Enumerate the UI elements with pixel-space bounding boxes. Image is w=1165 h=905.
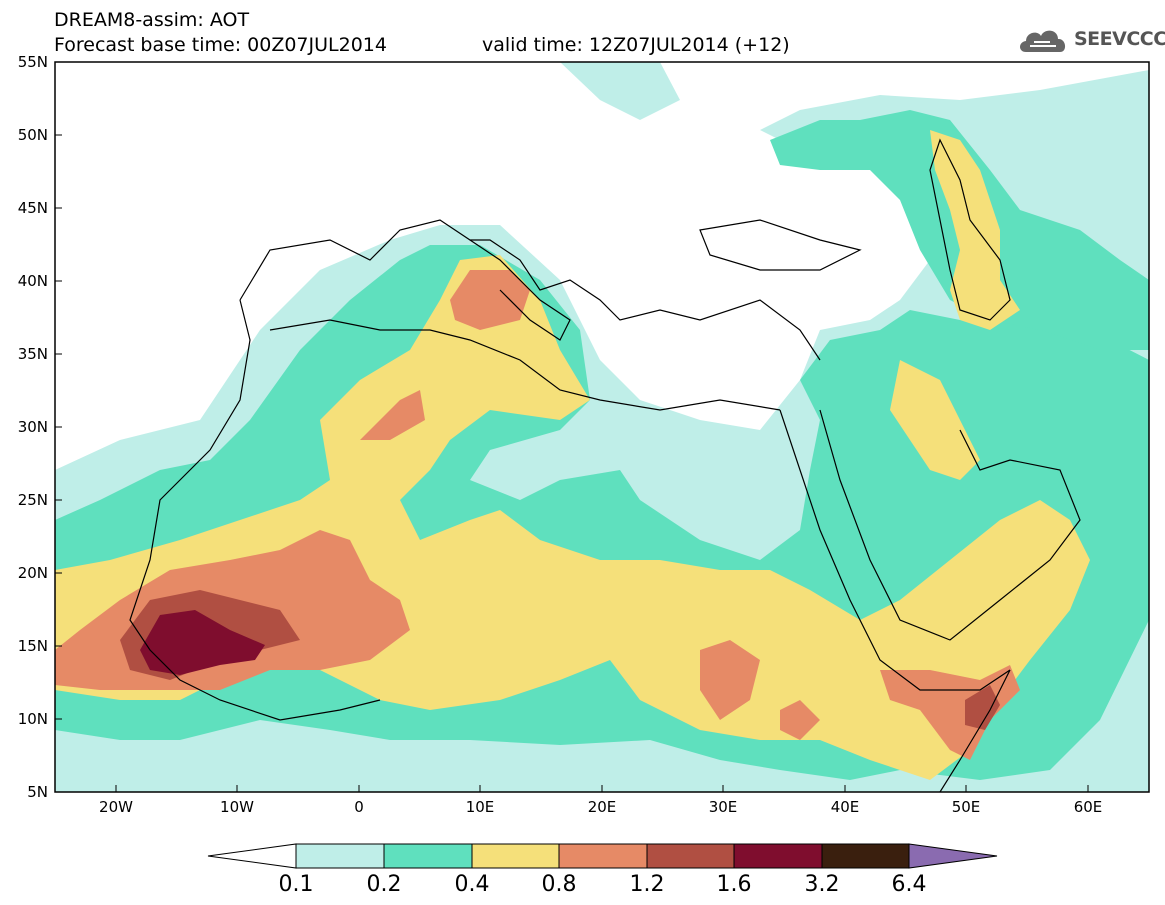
lat-label: 55N <box>18 53 48 71</box>
contour-0-8-sudan <box>700 640 760 720</box>
lon-label: 0 <box>354 798 364 816</box>
coast-africa-north <box>129 299 381 721</box>
lat-label: 5N <box>27 783 48 801</box>
lat-label: 25N <box>18 491 48 509</box>
aot-contours <box>55 62 1149 792</box>
colorbar-bin-3-2 <box>821 843 910 869</box>
lon-tick: 0 <box>354 785 364 816</box>
cloud-icon <box>1020 30 1066 52</box>
coast-redsea <box>779 409 1011 691</box>
lat-label: 10N <box>18 710 48 728</box>
colorbar-bin-1-6 <box>733 843 823 869</box>
coast-black-sea <box>699 219 862 271</box>
colorbar-bin-0-2 <box>383 843 473 869</box>
colorbar-label: 0.8 <box>541 872 577 897</box>
lon-label: 10E <box>466 798 495 816</box>
lon-tick: 20W <box>99 785 133 816</box>
logo-text: SEEVCCC <box>1074 28 1165 50</box>
lon-tick: 10W <box>220 785 254 816</box>
lat-tick: 25N <box>18 491 62 509</box>
colorbar-bin-0-4 <box>471 843 560 869</box>
lon-tick: 50E <box>952 785 981 816</box>
colorbar <box>207 843 998 869</box>
colorbar-bin-0-8 <box>558 843 648 869</box>
contour-0-8-ethiopia <box>780 700 820 740</box>
contour-0-4-arabia <box>890 360 980 480</box>
lat-tick: 30N <box>18 418 62 436</box>
contour-0-1-north <box>560 62 680 120</box>
colorbar-high-arrow <box>908 843 998 869</box>
coast-caspian <box>929 138 1011 321</box>
lat-tick: 40N <box>18 272 62 290</box>
lon-label: 20E <box>588 798 617 816</box>
lat-label: 15N <box>18 637 48 655</box>
coast-africa-med <box>269 319 781 411</box>
lat-label: 20N <box>18 564 48 582</box>
colorbar-bin-0-1 <box>295 843 385 869</box>
lon-label: 10W <box>220 798 254 816</box>
lat-tick: 55N <box>18 53 62 71</box>
colorbar-label: 1.2 <box>629 872 665 897</box>
colorbar-label: 6.4 <box>891 872 927 897</box>
contour-0-8-tunisia <box>450 270 530 330</box>
lon-tick: 10E <box>466 785 495 816</box>
coast-italy <box>469 239 571 341</box>
lon-tick: 60E <box>1074 785 1103 816</box>
contour-0-8-sahara <box>360 390 425 440</box>
lat-label: 50N <box>18 126 48 144</box>
title-valid-time: valid time: 12Z07JUL2014 (+12) <box>482 34 790 56</box>
coastlines <box>129 138 1081 792</box>
lat-tick: 50N <box>18 126 62 144</box>
title-base-time: Forecast base time: 00Z07JUL2014 <box>54 34 387 56</box>
lat-label: 30N <box>18 418 48 436</box>
lon-label: 60E <box>1074 798 1103 816</box>
lon-label: 40E <box>831 798 860 816</box>
colorbar-label: 0.4 <box>454 872 490 897</box>
contour-1-2-somalia <box>965 685 1000 730</box>
colorbar-low-arrow <box>207 843 297 869</box>
lon-axis: 20W 10W 0 10E 20E 30E 40E 50E 60E <box>99 785 1102 816</box>
coast-arabia <box>819 409 1081 641</box>
lat-tick: 20N <box>18 564 62 582</box>
colorbar-label: 0.2 <box>366 872 402 897</box>
title-model: DREAM8-assim: AOT <box>54 9 250 31</box>
lat-tick: 35N <box>18 345 62 363</box>
lat-tick: 10N <box>18 710 62 728</box>
coast-europe <box>239 219 821 361</box>
lat-label: 45N <box>18 199 48 217</box>
lat-axis: 55N 50N 45N 40N 35N 30N 25N 20N 15N 10N … <box>18 53 62 801</box>
lon-tick: 30E <box>709 785 738 816</box>
lon-tick: 20E <box>588 785 617 816</box>
contour-1-6 <box>140 610 265 675</box>
colorbar-label: 1.6 <box>716 872 752 897</box>
lat-tick: 45N <box>18 199 62 217</box>
coast-africa-horn <box>939 669 1011 792</box>
lon-label: 20W <box>99 798 133 816</box>
colorbar-label: 3.2 <box>804 872 840 897</box>
lon-label: 30E <box>709 798 738 816</box>
lon-label: 50E <box>952 798 981 816</box>
seevccc-logo: SEEVCCC <box>1016 22 1165 58</box>
lon-tick: 40E <box>831 785 860 816</box>
colorbar-label: 0.1 <box>278 872 314 897</box>
colorbar-bin-1-2 <box>646 843 735 869</box>
lat-tick: 15N <box>18 637 62 655</box>
lat-tick: 5N <box>27 783 62 801</box>
lat-label: 35N <box>18 345 48 363</box>
lat-label: 40N <box>18 272 48 290</box>
